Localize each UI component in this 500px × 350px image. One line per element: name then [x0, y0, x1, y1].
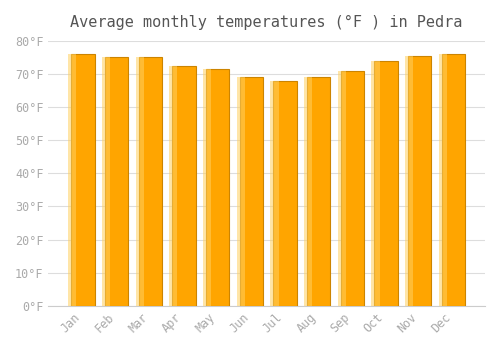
- Bar: [236, 77, 245, 306]
- Bar: [338, 71, 346, 306]
- Bar: [105, 57, 128, 306]
- Bar: [136, 57, 144, 306]
- Bar: [68, 54, 76, 306]
- Bar: [270, 80, 278, 306]
- Bar: [172, 66, 196, 306]
- Bar: [71, 54, 94, 306]
- Bar: [203, 69, 211, 306]
- Bar: [408, 56, 432, 306]
- Bar: [374, 61, 398, 306]
- Title: Average monthly temperatures (°F ) in Pedra: Average monthly temperatures (°F ) in Pe…: [70, 15, 463, 30]
- Bar: [240, 77, 263, 306]
- Bar: [340, 71, 364, 306]
- Bar: [102, 57, 110, 306]
- Bar: [442, 54, 465, 306]
- Bar: [304, 77, 312, 306]
- Bar: [372, 61, 380, 306]
- Bar: [273, 80, 297, 306]
- Bar: [169, 66, 177, 306]
- Bar: [138, 57, 162, 306]
- Bar: [307, 77, 330, 306]
- Bar: [438, 54, 447, 306]
- Bar: [206, 69, 230, 306]
- Bar: [405, 56, 413, 306]
